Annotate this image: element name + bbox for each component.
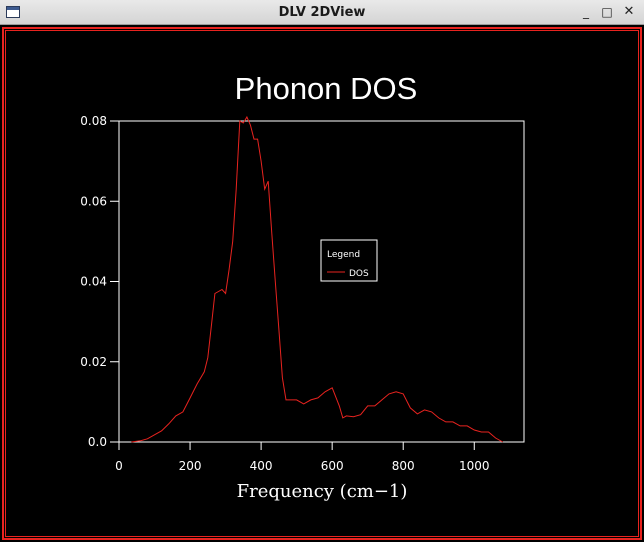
minimize-button[interactable]: _ [583,5,589,19]
close-button[interactable]: ✕ [623,4,635,19]
y-tick-label: 0.02 [80,355,107,369]
legend-title: Legend [327,250,360,260]
x-tick-label: 200 [179,459,202,473]
x-tick-label: 800 [392,459,415,473]
legend: Legend DOS [320,239,378,282]
y-tick-label: 0.06 [80,194,107,208]
window-title: DLV 2DView [278,5,366,20]
x-axis-label: Frequency (cm−1) [237,481,408,502]
y-tick-label: 0.04 [80,275,107,289]
legend-box [320,239,378,282]
plot-frame-outer [2,27,642,540]
chart-title: Phonon DOS [235,71,418,106]
x-tick-label: 600 [321,459,344,473]
series-line-dos [131,115,503,443]
x-tick-label: 1000 [459,459,490,473]
window-icon[interactable] [6,6,20,18]
x-axis-ticks: 0 200 400 600 800 1000 [115,442,490,473]
title-bar[interactable]: DLV 2DView _ □ ✕ [0,0,644,25]
y-axis-ticks: 0.0 0.02 0.04 0.06 0.08 [80,114,119,449]
legend-label-dos: DOS [349,269,369,279]
y-tick-label: 0.08 [80,114,107,128]
maximize-button[interactable]: □ [601,5,613,19]
x-tick-label: 400 [250,459,273,473]
y-tick-label: 0.0 [88,435,107,449]
x-tick-label: 0 [115,459,123,473]
plot-frame-inner [5,30,639,537]
